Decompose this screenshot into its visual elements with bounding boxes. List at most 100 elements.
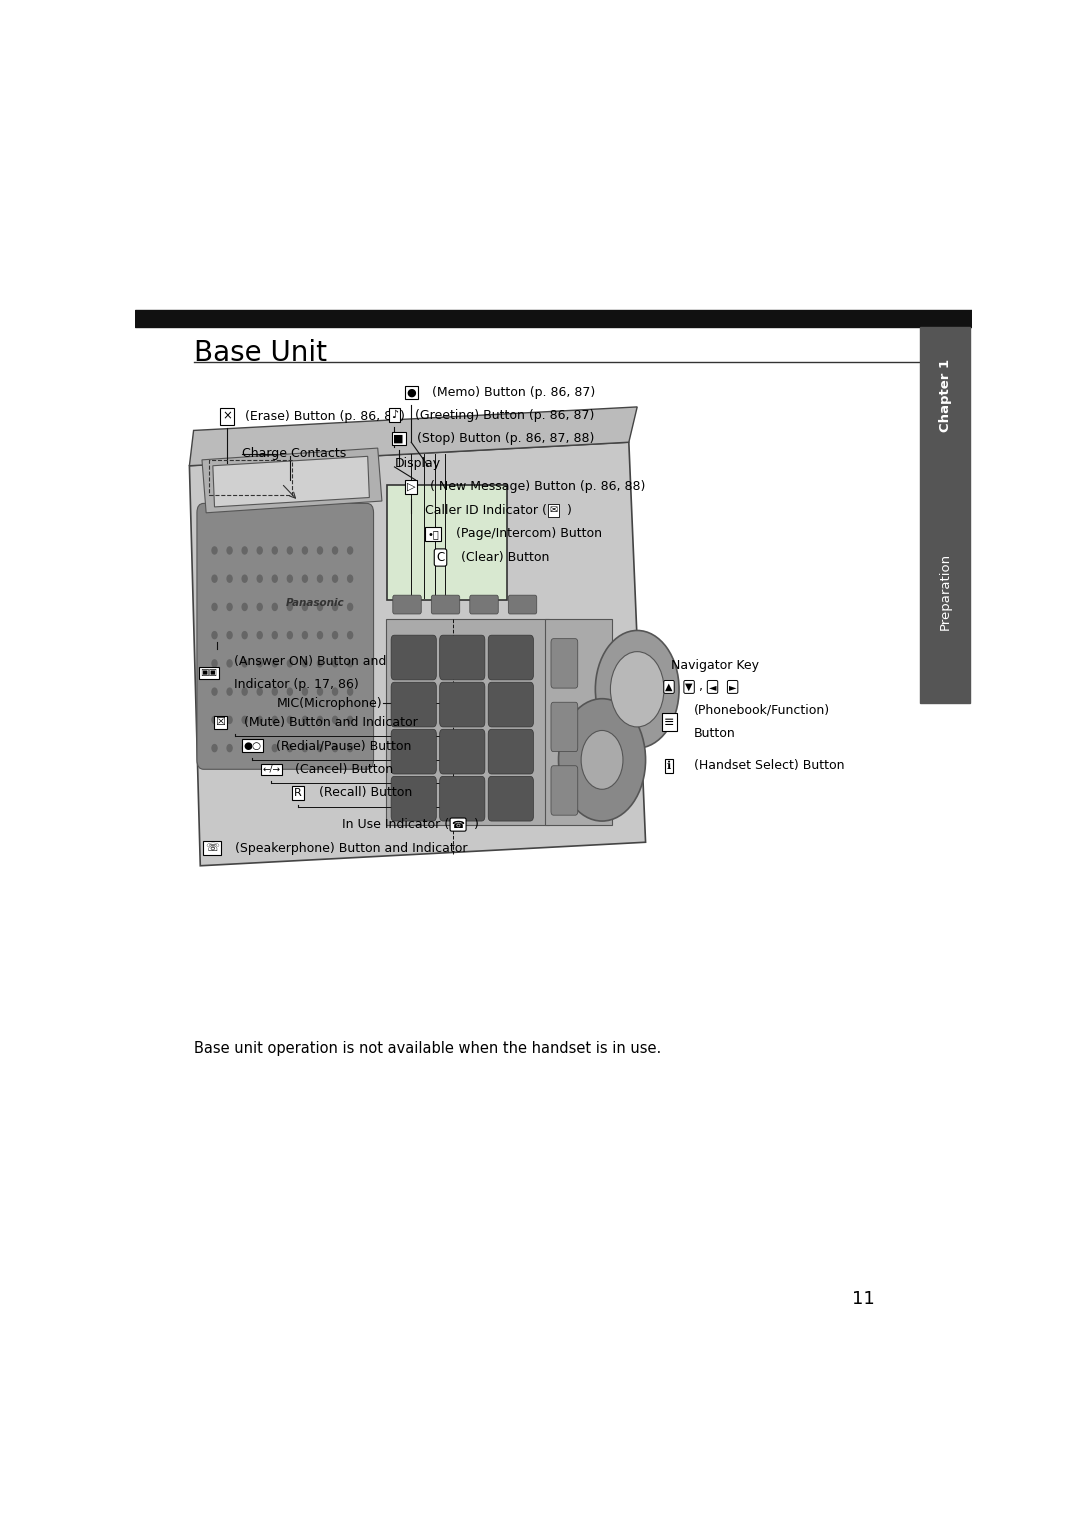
Circle shape	[287, 660, 293, 666]
Text: (Clear) Button: (Clear) Button	[461, 552, 550, 564]
Circle shape	[287, 604, 293, 611]
Text: ♪: ♪	[391, 410, 399, 420]
Circle shape	[212, 744, 217, 752]
Circle shape	[348, 547, 353, 555]
Circle shape	[272, 660, 278, 666]
Text: ●: ●	[406, 388, 416, 397]
Circle shape	[333, 547, 338, 555]
Circle shape	[348, 688, 353, 695]
Circle shape	[318, 604, 323, 611]
Polygon shape	[213, 457, 369, 507]
Text: (Greeting) Button (p. 86, 87): (Greeting) Button (p. 86, 87)	[416, 408, 595, 422]
FancyBboxPatch shape	[488, 729, 534, 775]
Circle shape	[348, 744, 353, 752]
Text: ( New Message) Button (p. 86, 88): ( New Message) Button (p. 86, 88)	[430, 480, 645, 494]
Circle shape	[257, 631, 262, 639]
Circle shape	[302, 604, 308, 611]
Text: (Stop) Button (p. 86, 87, 88): (Stop) Button (p. 86, 87, 88)	[417, 432, 594, 445]
FancyBboxPatch shape	[197, 503, 374, 769]
Circle shape	[227, 575, 232, 582]
Circle shape	[227, 717, 232, 723]
Circle shape	[227, 547, 232, 555]
Circle shape	[333, 717, 338, 723]
FancyBboxPatch shape	[391, 636, 436, 680]
Circle shape	[318, 575, 323, 582]
Text: Indicator (p. 17, 86): Indicator (p. 17, 86)	[233, 678, 359, 691]
Text: ▷: ▷	[407, 481, 416, 492]
Circle shape	[348, 575, 353, 582]
Circle shape	[212, 575, 217, 582]
Circle shape	[302, 631, 308, 639]
Circle shape	[302, 547, 308, 555]
Circle shape	[272, 547, 278, 555]
FancyBboxPatch shape	[488, 636, 534, 680]
Text: (Erase) Button (p. 86, 89): (Erase) Button (p. 86, 89)	[245, 410, 405, 423]
Text: (Mute) Button and Indicator: (Mute) Button and Indicator	[244, 715, 418, 729]
Circle shape	[581, 730, 623, 790]
Circle shape	[257, 717, 262, 723]
Circle shape	[333, 631, 338, 639]
Circle shape	[318, 660, 323, 666]
Circle shape	[318, 631, 323, 639]
Circle shape	[242, 604, 247, 611]
Circle shape	[257, 575, 262, 582]
Circle shape	[318, 688, 323, 695]
Circle shape	[272, 744, 278, 752]
Circle shape	[212, 717, 217, 723]
Text: Preparation: Preparation	[939, 553, 951, 630]
Polygon shape	[202, 448, 382, 513]
Text: ▲: ▲	[665, 681, 673, 692]
Text: ▼: ▼	[686, 681, 693, 692]
Circle shape	[257, 604, 262, 611]
Text: ): )	[567, 504, 571, 516]
FancyBboxPatch shape	[387, 484, 507, 601]
Circle shape	[302, 575, 308, 582]
Circle shape	[212, 631, 217, 639]
Circle shape	[257, 660, 262, 666]
Circle shape	[242, 744, 247, 752]
FancyBboxPatch shape	[470, 594, 498, 614]
Circle shape	[333, 688, 338, 695]
Circle shape	[212, 660, 217, 666]
Text: (Handset Select) Button: (Handset Select) Button	[694, 759, 845, 772]
Circle shape	[227, 688, 232, 695]
Bar	[920, 327, 970, 703]
Text: (Phonebook/Function): (Phonebook/Function)	[694, 704, 831, 717]
Circle shape	[318, 547, 323, 555]
FancyBboxPatch shape	[551, 766, 578, 814]
FancyBboxPatch shape	[391, 776, 436, 821]
Text: ■: ■	[393, 434, 404, 443]
Circle shape	[302, 660, 308, 666]
Text: ►: ►	[729, 681, 737, 692]
Circle shape	[242, 660, 247, 666]
Circle shape	[257, 688, 262, 695]
Circle shape	[242, 631, 247, 639]
Text: Button: Button	[694, 727, 735, 741]
Text: (Redial/Pause) Button: (Redial/Pause) Button	[275, 740, 411, 752]
Circle shape	[348, 660, 353, 666]
Text: In Use Indicator (: In Use Indicator (	[342, 817, 454, 831]
Text: (Page/Intercom) Button: (Page/Intercom) Button	[457, 527, 603, 541]
Bar	[545, 619, 612, 825]
Circle shape	[595, 631, 679, 749]
Circle shape	[610, 651, 664, 727]
Text: (Cancel) Button: (Cancel) Button	[295, 762, 393, 776]
FancyBboxPatch shape	[440, 681, 485, 727]
Circle shape	[272, 688, 278, 695]
Circle shape	[242, 575, 247, 582]
Circle shape	[212, 547, 217, 555]
Circle shape	[272, 631, 278, 639]
FancyBboxPatch shape	[431, 594, 460, 614]
Bar	[387, 619, 550, 825]
Circle shape	[287, 575, 293, 582]
Circle shape	[287, 744, 293, 752]
Text: ≡: ≡	[664, 715, 674, 729]
FancyBboxPatch shape	[391, 681, 436, 727]
Bar	[208, 460, 293, 495]
Text: ▣▣: ▣▣	[200, 668, 217, 677]
Bar	[135, 310, 972, 327]
Circle shape	[333, 744, 338, 752]
Circle shape	[257, 744, 262, 752]
Text: •⧗: •⧗	[427, 529, 438, 539]
Circle shape	[257, 547, 262, 555]
